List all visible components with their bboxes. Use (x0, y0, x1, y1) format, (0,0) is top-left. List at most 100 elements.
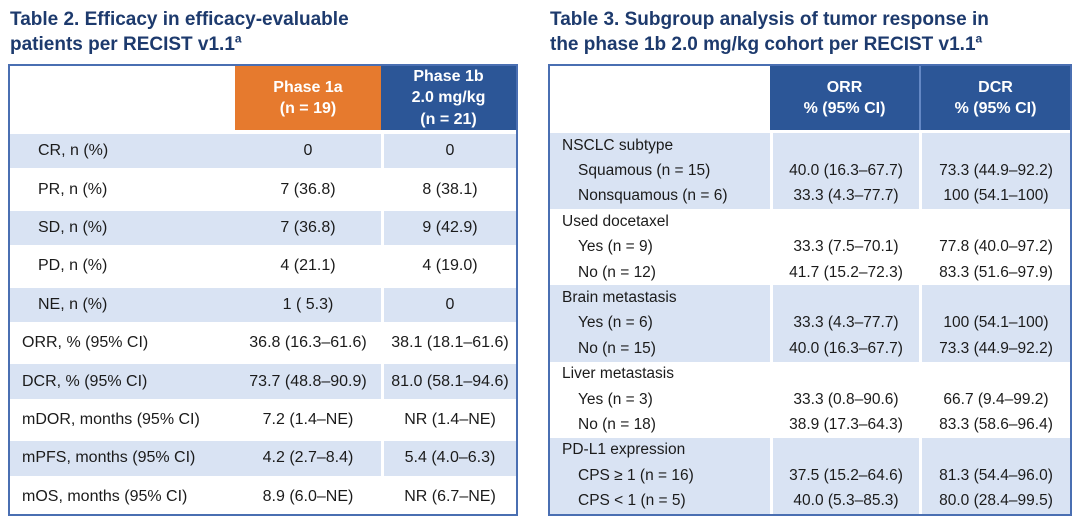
dcr-value: 80.0 (28.4–99.5) (919, 488, 1070, 514)
table3-title: Table 3. Subgroup analysis of tumor resp… (550, 8, 1072, 57)
table-row-liver-no: No (n = 18) 38.9 (17.3–64.3) 83.3 (58.6–… (550, 412, 1070, 438)
table-row-docetaxel-yes: Yes (n = 9) 33.3 (7.5–70.1) 77.8 (40.0–9… (550, 234, 1070, 260)
table-row-squamous: Squamous (n = 15) 40.0 (16.3–67.7) 73.3 … (550, 158, 1070, 184)
row-label: DCR, % (95% CI) (22, 372, 148, 390)
empty-cell (770, 285, 919, 311)
group-header-row: Brain metastasis (550, 285, 1070, 311)
phase1a-value: 4.2 (2.7–8.4) (262, 449, 354, 467)
phase1b-value: 38.1 (18.1–61.6) (381, 325, 516, 361)
table-row-orr: ORR, % (95% CI) 36.8 (16.3–61.6) 38.1 (1… (10, 321, 516, 361)
group-header-row: Used docetaxel (550, 209, 1070, 235)
group-label: Used docetaxel (562, 212, 669, 230)
table-row-mdor: mDOR, months (95% CI) 7.2 (1.4–NE) NR (1… (10, 398, 516, 438)
efficacy-table-body: CR, n (%) 0 0 PR, n (%) 7 (36.8) 8 (38.1… (10, 130, 516, 514)
row-label: PD, n (%) (38, 257, 108, 275)
phase1a-value: 7 (36.8) (280, 180, 336, 198)
phase1a-value: 36.8 (16.3–61.6) (249, 334, 367, 352)
row-label: CPS < 1 (n = 5) (578, 492, 686, 510)
row-label: Yes (n = 9) (578, 238, 653, 256)
row-label: mOS, months (95% CI) (22, 487, 188, 505)
efficacy-table-header: Phase 1a (n = 19) Phase 1b 2.0 mg/kg (n … (10, 66, 516, 130)
empty-cell (919, 285, 1070, 311)
empty-cell (919, 209, 1070, 235)
table-row-mos: mOS, months (95% CI) 8.9 (6.0–NE) NR (6.… (10, 475, 516, 514)
empty-cell (770, 209, 919, 235)
table2-panel: Table 2. Efficacy in efficacy-evaluable … (8, 8, 518, 516)
group-label: PD-L1 expression (562, 441, 686, 459)
table2-title-footnote-marker: a (234, 31, 242, 46)
header-orr: ORR % (95% CI) (770, 66, 919, 130)
table-row-sd: SD, n (%) 7 (36.8) 9 (42.9) (10, 206, 516, 246)
row-label: CR, n (%) (38, 142, 109, 160)
row-label: ORR, % (95% CI) (22, 334, 149, 352)
row-label: Squamous (n = 15) (578, 162, 711, 180)
orr-value: 33.3 (0.8–90.6) (770, 386, 919, 413)
group-header-row: Liver metastasis (550, 361, 1070, 387)
phase1a-value: 8.9 (6.0–NE) (262, 487, 354, 505)
dcr-value: 66.7 (9.4–99.2) (919, 386, 1070, 413)
group-header-row: NSCLC subtype (550, 133, 1070, 159)
empty-cell (919, 437, 1070, 464)
table3-title-footnote-marker: a (975, 31, 983, 46)
efficacy-table: Phase 1a (n = 19) Phase 1b 2.0 mg/kg (n … (8, 64, 518, 516)
row-label: CPS ≥ 1 (n = 16) (578, 466, 694, 484)
subgroup-table-body: NSCLC subtype Squamous (n = 15) 40.0 (16… (550, 130, 1070, 514)
row-label: NE, n (%) (38, 295, 108, 313)
table-row-pd: PD, n (%) 4 (21.1) 4 (19.0) (10, 245, 516, 284)
phase1a-value: 4 (21.1) (280, 257, 336, 275)
table-row-docetaxel-no: No (n = 12) 41.7 (15.2–72.3) 83.3 (51.6–… (550, 259, 1070, 286)
row-label: No (n = 12) (578, 263, 656, 281)
table-row-dcr: DCR, % (95% CI) 73.7 (48.8–90.9) 81.0 (5… (10, 360, 516, 399)
header-dcr: DCR % (95% CI) (919, 66, 1070, 130)
dcr-value: 73.3 (44.9–92.2) (919, 158, 1070, 184)
empty-cell (770, 437, 919, 464)
empty-cell (919, 361, 1070, 387)
empty-cell (770, 133, 919, 159)
phase1b-value: NR (1.4–NE) (381, 402, 516, 438)
row-label: Yes (n = 6) (578, 314, 653, 332)
orr-value: 33.3 (7.5–70.1) (770, 234, 919, 260)
orr-value: 37.5 (15.2–64.6) (770, 463, 919, 489)
phase1b-value: 4 (19.0) (381, 249, 516, 284)
table3-title-text: Table 3. Subgroup analysis of tumor resp… (550, 9, 989, 55)
subgroup-nsclc-subtype: NSCLC subtype Squamous (n = 15) 40.0 (16… (550, 133, 1070, 210)
subgroup-table-header: ORR % (95% CI) DCR % (95% CI) (550, 66, 1070, 130)
phase1a-value: 7.2 (1.4–NE) (262, 410, 354, 428)
row-label: mDOR, months (95% CI) (22, 410, 200, 428)
table-row-brain-no: No (n = 15) 40.0 (16.3–67.7) 73.3 (44.9–… (550, 336, 1070, 362)
table3-panel: Table 3. Subgroup analysis of tumor resp… (548, 8, 1072, 516)
dcr-value: 83.3 (58.6–96.4) (919, 412, 1070, 438)
group-label: Liver metastasis (562, 365, 674, 383)
orr-value: 41.7 (15.2–72.3) (770, 259, 919, 286)
phase1a-value: 1 ( 5.3) (282, 295, 334, 313)
phase1a-value: 73.7 (48.8–90.9) (249, 372, 367, 390)
table-row-liver-yes: Yes (n = 3) 33.3 (0.8–90.6) 66.7 (9.4–99… (550, 386, 1070, 413)
row-label: Yes (n = 3) (578, 390, 653, 408)
header-empty-cell (10, 66, 235, 130)
orr-value: 40.0 (16.3–67.7) (770, 158, 919, 184)
dcr-value: 100 (54.1–100) (919, 310, 1070, 337)
orr-value: 33.3 (4.3–77.7) (770, 183, 919, 210)
table-row-cps-ge-1: CPS ≥ 1 (n = 16) 37.5 (15.2–64.6) 81.3 (… (550, 463, 1070, 489)
phase1b-value: 5.4 (4.0–6.3) (381, 441, 516, 476)
phase1b-value: NR (6.7–NE) (381, 479, 516, 514)
table-row-mpfs: mPFS, months (95% CI) 4.2 (2.7–8.4) 5.4 … (10, 437, 516, 476)
phase1b-value: 8 (38.1) (381, 172, 516, 207)
header-empty-cell (550, 66, 770, 130)
subgroup-table: ORR % (95% CI) DCR % (95% CI) NSCLC subt… (548, 64, 1072, 516)
dcr-value: 73.3 (44.9–92.2) (919, 336, 1070, 362)
subgroup-used-docetaxel: Used docetaxel Yes (n = 9) 33.3 (7.5–70.… (550, 209, 1070, 286)
row-label: No (n = 18) (578, 415, 656, 433)
header-phase1b: Phase 1b 2.0 mg/kg (n = 21) (381, 66, 516, 130)
phase1b-value: 0 (381, 287, 516, 322)
dcr-value: 77.8 (40.0–97.2) (919, 234, 1070, 260)
table-row-brain-yes: Yes (n = 6) 33.3 (4.3–77.7) 100 (54.1–10… (550, 310, 1070, 337)
row-label: PR, n (%) (38, 180, 108, 198)
row-label: Nonsquamous (n = 6) (578, 187, 728, 205)
subgroup-brain-metastasis: Brain metastasis Yes (n = 6) 33.3 (4.3–7… (550, 285, 1070, 362)
orr-value: 40.0 (16.3–67.7) (770, 336, 919, 362)
phase1b-value: 9 (42.9) (381, 210, 516, 246)
orr-value: 33.3 (4.3–77.7) (770, 310, 919, 337)
group-label: Brain metastasis (562, 289, 677, 307)
